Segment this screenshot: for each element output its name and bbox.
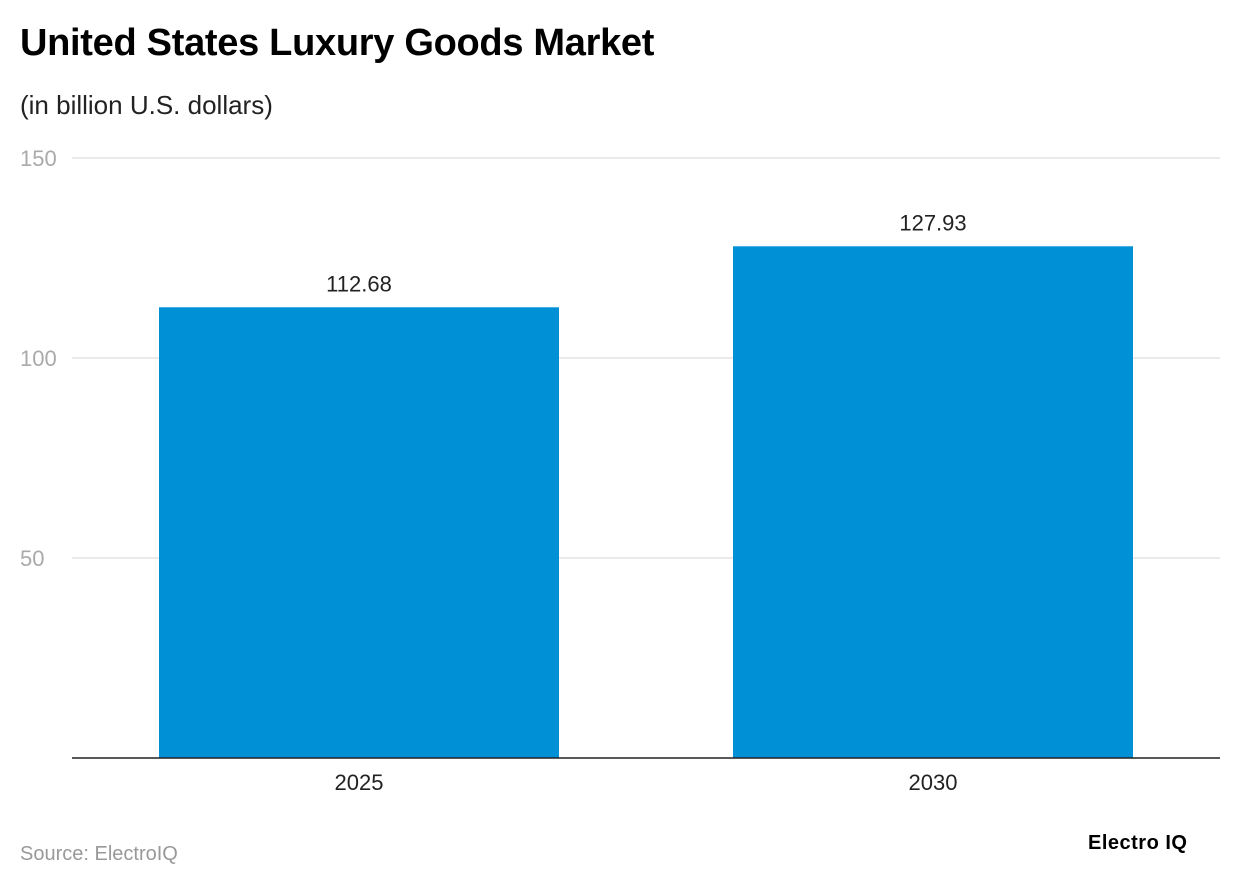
chart-subtitle: (in billion U.S. dollars) xyxy=(20,90,273,120)
data-label: 112.68 xyxy=(326,271,392,296)
y-tick-label: 100 xyxy=(20,346,57,371)
x-tick-label: 2030 xyxy=(909,770,958,795)
bar-2030 xyxy=(733,246,1133,758)
y-tick-label: 150 xyxy=(20,146,57,171)
y-tick-label: 50 xyxy=(20,546,44,571)
source-note: Source: ElectroIQ xyxy=(20,843,178,865)
bar-2025 xyxy=(159,307,559,758)
x-tick-label: 2025 xyxy=(335,770,384,795)
chart-title: United States Luxury Goods Market xyxy=(20,22,655,64)
electroiq-logo: Electro IQ xyxy=(1088,832,1188,854)
data-label: 127.93 xyxy=(899,210,966,235)
